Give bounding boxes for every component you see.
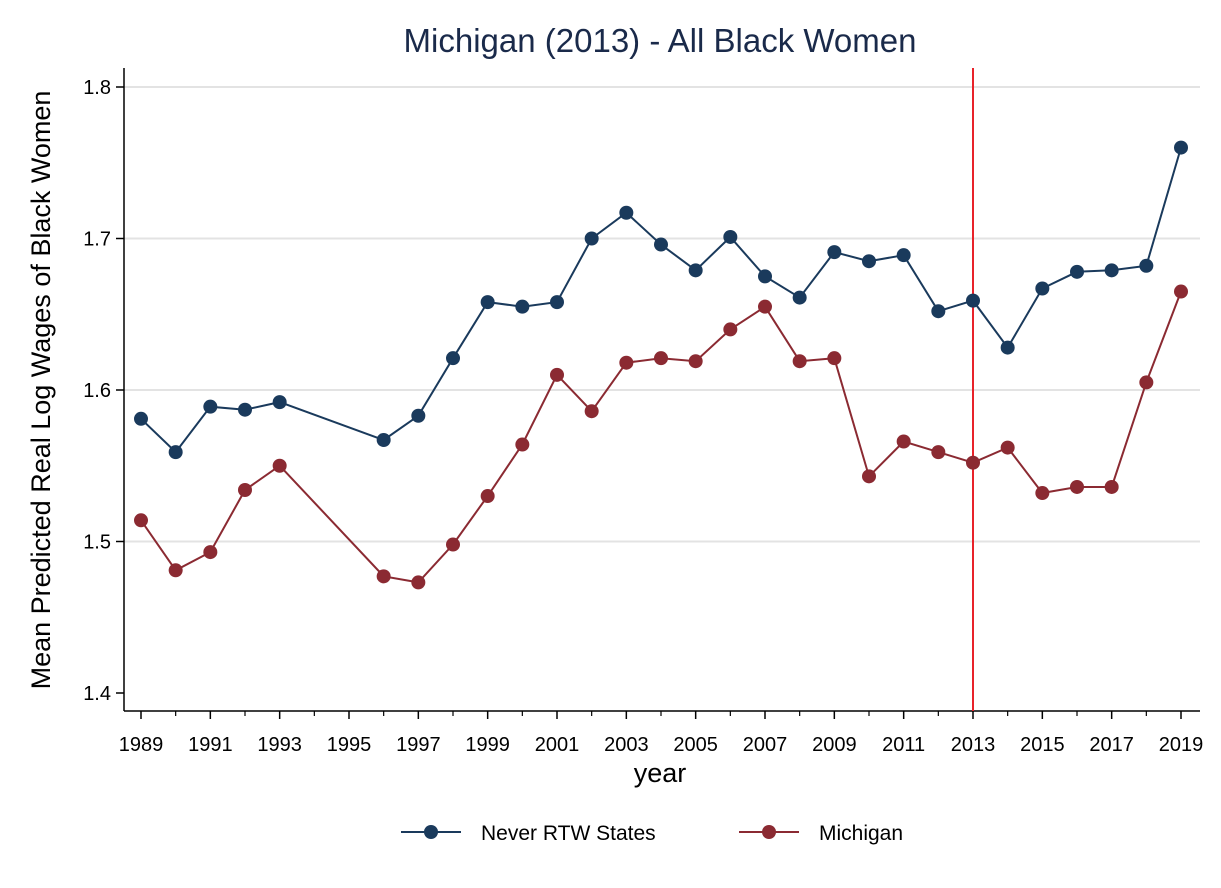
x-tick-label: 2013 [951,734,996,756]
series-0 [134,140,1188,460]
data-point [480,295,495,310]
tick-labels: 1.4 1.5 1.6 1.7 1.8 1989 1991 1993 1995 1997 1999 2… [83,77,1203,756]
legend-marker [424,825,438,839]
data-point [619,205,634,220]
data-point [654,237,668,252]
series-group [134,140,1188,590]
x-tick-label: 2009 [812,734,857,756]
data-point [758,299,772,314]
data-point [584,404,599,419]
data-point [896,248,911,263]
data-point [931,445,946,460]
data-point [723,229,738,244]
x-tick-label: 1995 [327,734,372,756]
data-point [792,290,807,305]
data-point [1139,375,1154,390]
data-point [550,295,564,310]
data-point [896,434,911,449]
data-point [1035,486,1050,501]
x-tick-label: 1989 [119,734,164,756]
legend-label: Never RTW States [481,822,656,845]
data-point [411,575,426,590]
y-tick-label: 1.5 [83,532,111,554]
data-point [515,299,530,314]
data-point [134,513,148,528]
legend-label: Michigan [819,822,903,845]
y-tick-label: 1.4 [83,683,111,705]
series-line [140,291,1182,584]
x-tick-label: 2007 [743,734,788,756]
x-tick-label: 2019 [1159,734,1204,756]
x-tick-label: 2003 [604,734,649,756]
data-point [758,269,772,284]
data-point [862,469,876,484]
data-point [1000,340,1015,355]
data-point [654,351,668,366]
series-line [140,147,1182,454]
x-axis-label: year [634,758,687,788]
x-tick-label: 2005 [673,734,718,756]
data-point [238,402,252,417]
x-tick-label: 1991 [188,734,233,756]
data-point [480,489,495,504]
y-tick-label: 1.6 [83,380,111,402]
y-tick-label: 1.7 [83,229,111,251]
data-point [446,537,460,552]
data-point [688,354,703,369]
data-point [1174,284,1188,299]
data-point [168,445,183,460]
data-point [792,354,807,369]
series-1 [134,284,1188,590]
data-point [134,411,148,426]
data-point [1104,263,1119,278]
data-point [168,563,183,578]
data-point [1174,140,1188,155]
data-point [376,432,391,447]
data-point [1035,281,1050,296]
data-point [550,367,564,382]
data-point [827,245,842,260]
data-point [1000,440,1015,455]
data-point [619,355,634,370]
legend-marker [762,825,776,839]
data-point [966,293,980,308]
data-point [966,455,980,470]
chart-title: Michigan (2013) - All Black Women [404,22,917,59]
data-point [688,263,703,278]
x-tick-label: 1999 [465,734,510,756]
data-point [376,569,391,584]
data-point [446,351,460,366]
data-point [203,399,218,414]
x-tick-label: 1997 [396,734,441,756]
data-point [584,231,599,246]
grid-lines [124,86,1200,543]
legend: Never RTW States Michigan [401,822,903,845]
x-tick-label: 2017 [1089,734,1134,756]
data-point [862,254,876,269]
data-point [272,395,287,410]
data-point [515,437,530,452]
data-point [272,458,287,473]
data-point [238,482,252,497]
data-point [931,304,946,319]
axes [116,68,1200,719]
data-point [1070,479,1084,494]
x-tick-label: 2001 [535,734,580,756]
data-point [827,351,842,366]
data-point [411,408,426,423]
y-tick-label: 1.8 [83,77,111,99]
data-point [1070,264,1084,279]
data-point [203,545,218,560]
data-point [1139,258,1154,273]
x-tick-label: 2011 [882,734,925,756]
x-tick-label: 1993 [257,734,302,756]
data-point [1104,479,1119,494]
x-tick-label: 2015 [1020,734,1065,756]
data-point [723,322,738,337]
y-axis-label: Mean Predicted Real Log Wages of Black W… [26,91,56,690]
